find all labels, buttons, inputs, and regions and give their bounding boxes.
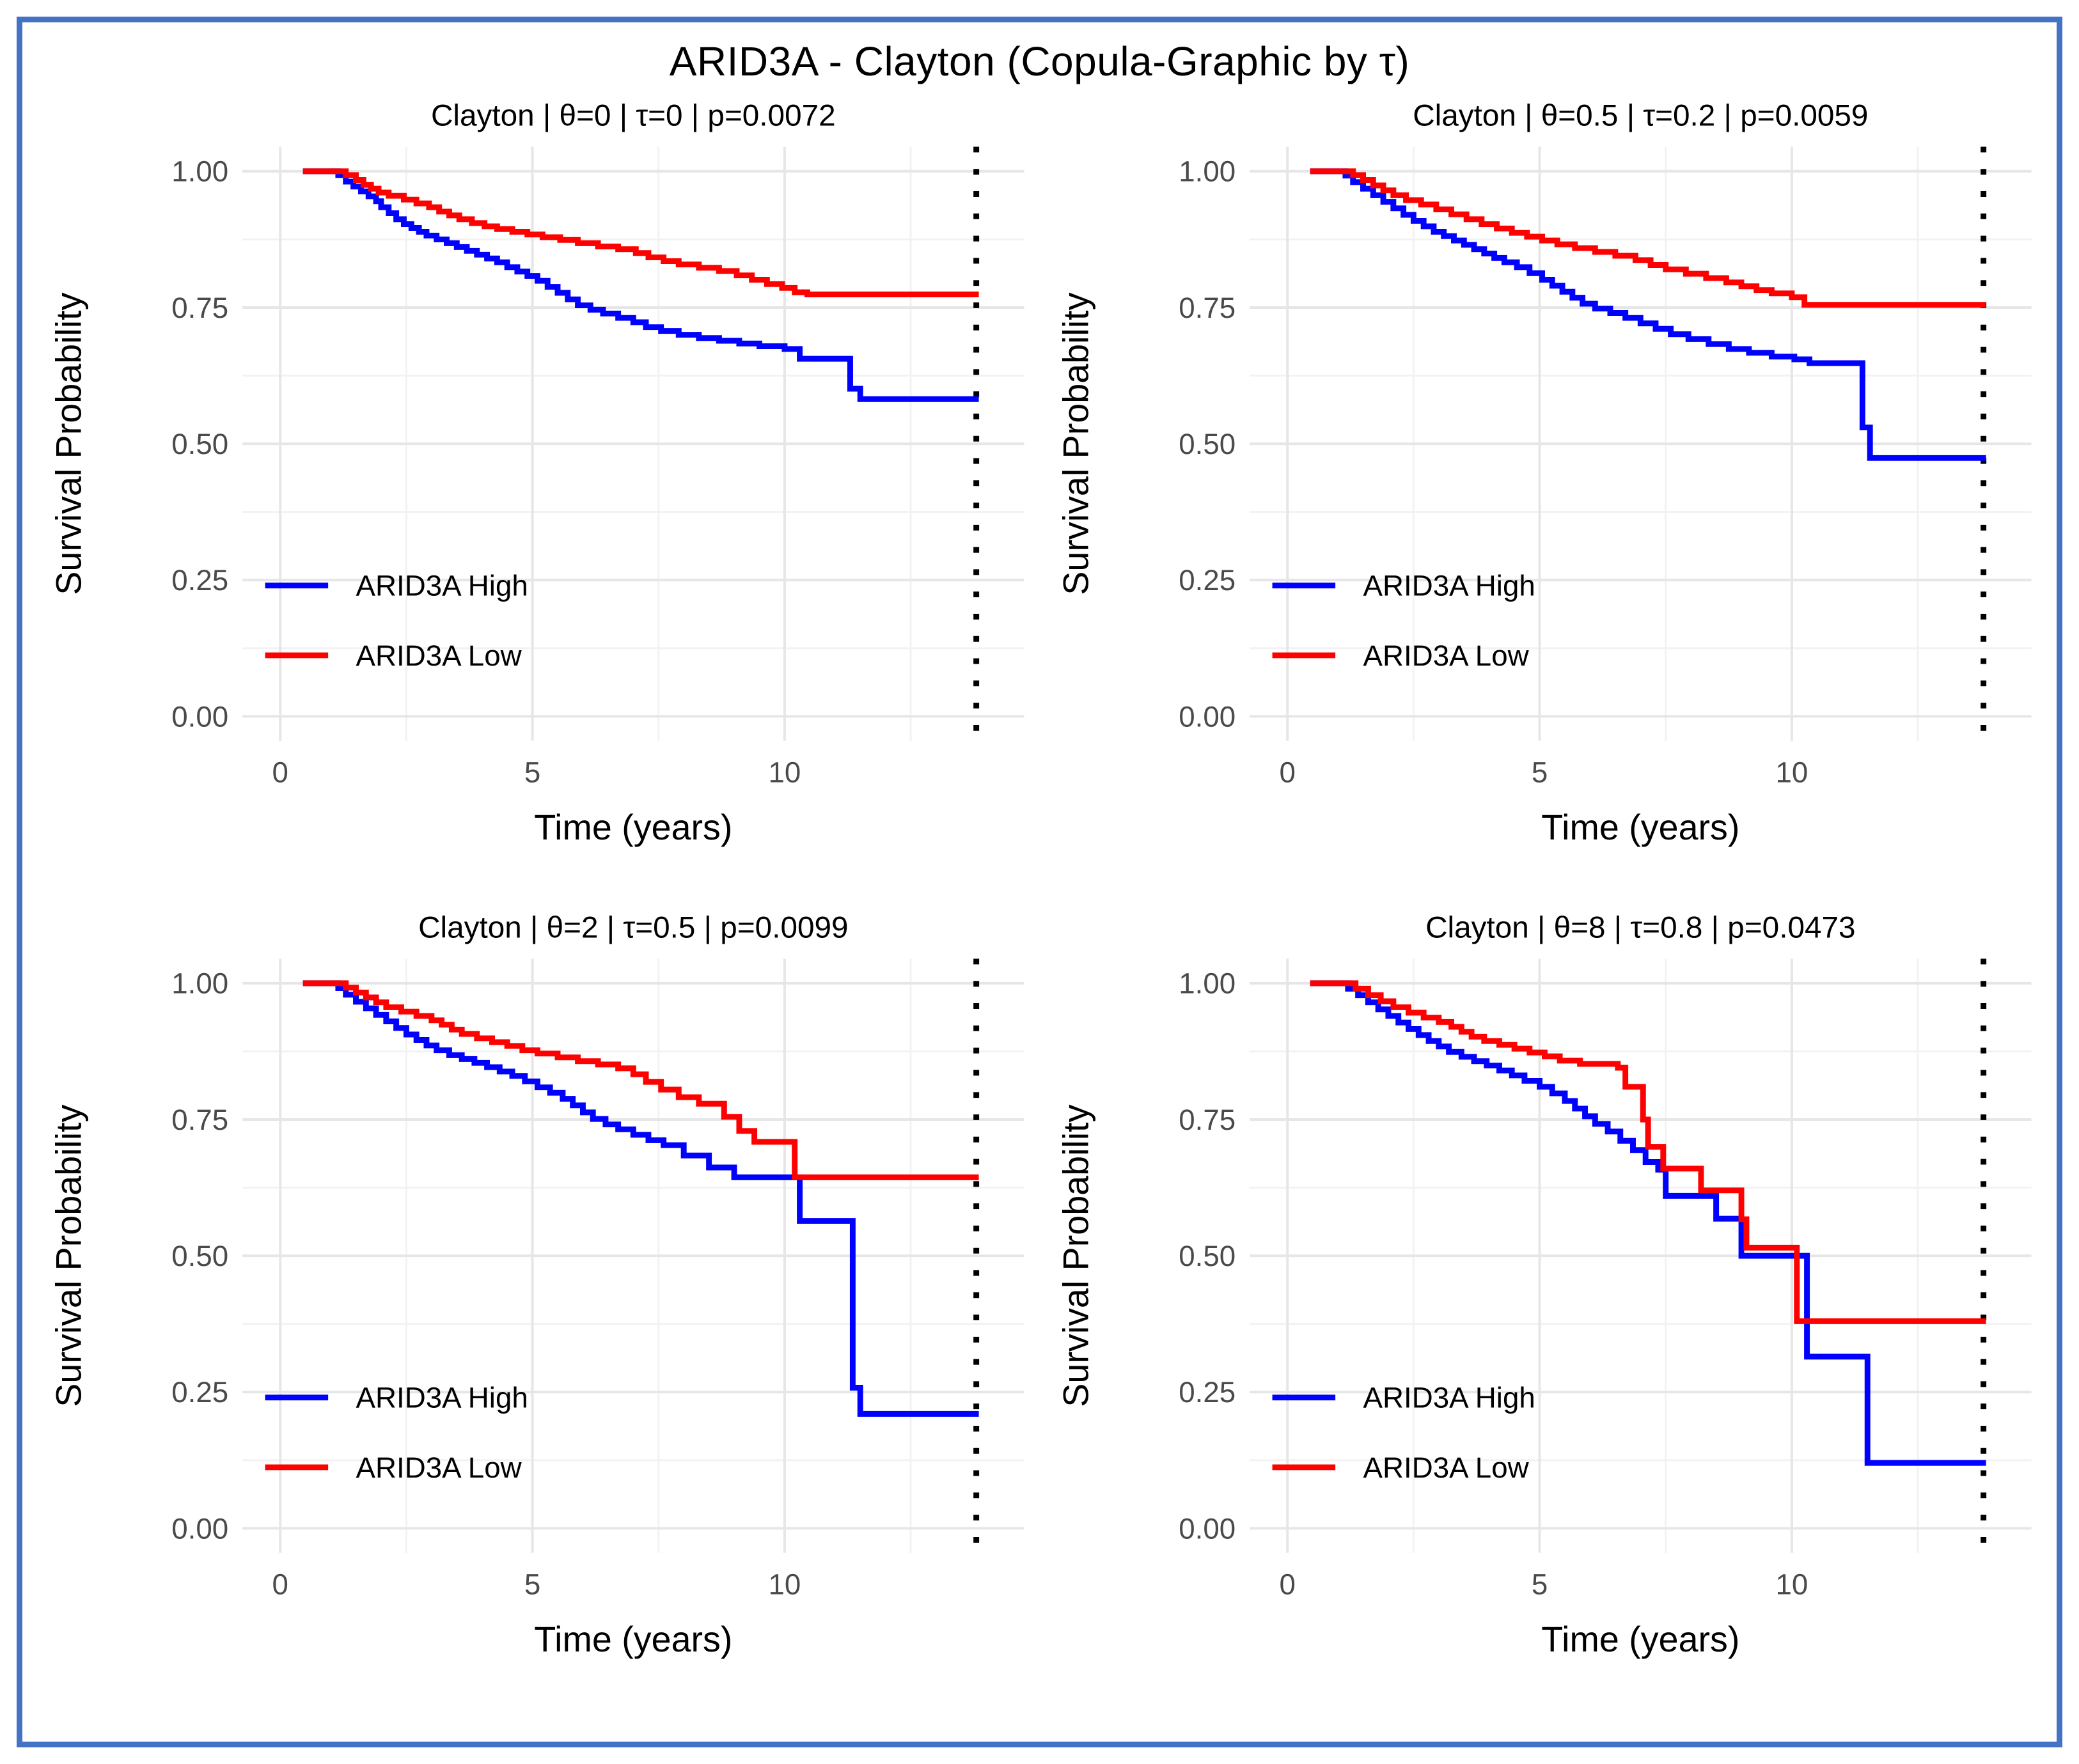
legend-label-low: ARID3A Low [1363,639,1529,672]
y-tick-label: 0.25 [1179,1376,1236,1409]
y-tick-label: 0.75 [1179,1104,1236,1136]
y-tick-label: 0.50 [1179,428,1236,460]
y-axis-title: Survival Probability [1056,292,1095,595]
panel-clayton-theta-8: ARID3A High ARID3A Low Clayton | θ=8 | τ=0… [1056,911,2032,1659]
x-tick-label: 5 [1531,756,1547,788]
x-tick-label: 10 [769,1568,801,1601]
x-tick-label: 10 [1775,1568,1808,1601]
survival-curve-high [1310,168,1986,461]
y-tick-label: 0.75 [1179,292,1236,324]
survival-curve-high [302,980,979,1417]
x-tick-label: 5 [524,1568,540,1601]
y-axis-title: Survival Probability [49,1105,89,1407]
panel-clayton-theta-0: ARID3A High ARID3A Low Clayton | θ=0 | τ=0… [49,99,1024,847]
figure-frame: ARID3A - Clayton (Copula-Graphic by τ) A… [17,17,2062,1747]
y-tick-label: 0.25 [171,564,228,597]
x-tick-label: 0 [1279,756,1295,788]
figure-title: ARID3A - Clayton (Copula-Graphic by τ) [669,38,1410,84]
survival-curve-low [1310,168,1986,308]
survival-curve-high [302,168,979,402]
panel-clayton-theta-0-5: ARID3A High ARID3A Low Clayton | θ=0.5 | τ… [1056,99,2032,847]
y-tick-label: 0.50 [1179,1240,1236,1272]
y-tick-label: 0.00 [1179,1513,1236,1545]
survival-curve-high [1310,980,1986,1466]
y-tick-label: 0.00 [171,700,228,733]
legend-label-low: ARID3A Low [1363,1451,1529,1484]
y-tick-label: 0.25 [171,1376,228,1409]
y-tick-label: 1.00 [1179,967,1236,1000]
panel-subtitle: Clayton | θ=0 | τ=0 | p=0.0072 [431,99,836,133]
x-axis-title: Time (years) [534,1620,732,1659]
panel-subtitle: Clayton | θ=2 | τ=0.5 | p=0.0099 [418,911,848,945]
legend-label-low: ARID3A Low [356,1451,522,1484]
legend-label-low: ARID3A Low [356,639,522,672]
survival-curve-low [302,980,979,1181]
x-tick-label: 10 [1775,756,1808,788]
y-axis-title: Survival Probability [49,292,89,595]
x-tick-label: 5 [1531,1568,1547,1601]
x-tick-label: 10 [769,756,801,788]
y-tick-label: 1.00 [171,155,228,188]
survival-curve-low [302,168,979,298]
y-tick-label: 1.00 [1179,155,1236,188]
panel-subtitle: Clayton | θ=8 | τ=0.8 | p=0.0473 [1425,911,1855,945]
y-tick-label: 0.25 [1179,564,1236,597]
x-tick-label: 5 [524,756,540,788]
x-axis-title: Time (years) [1541,1620,1739,1659]
x-axis-title: Time (years) [1541,808,1739,847]
x-tick-label: 0 [272,1568,288,1601]
legend-label-high: ARID3A High [356,1382,528,1414]
panel-grid: ARID3A High ARID3A Low Clayton | θ=0 | τ=0… [40,93,2039,1713]
y-tick-label: 0.50 [171,428,228,460]
y-tick-label: 0.75 [171,292,228,324]
legend-label-high: ARID3A High [1363,1382,1535,1414]
legend-label-high: ARID3A High [356,570,528,602]
y-tick-label: 0.00 [1179,700,1236,733]
survival-curve-low [1310,980,1986,1325]
y-tick-label: 0.00 [171,1513,228,1545]
y-axis-title: Survival Probability [1056,1105,1095,1407]
y-tick-label: 1.00 [171,967,228,1000]
y-tick-label: 0.75 [171,1104,228,1136]
legend-label-high: ARID3A High [1363,570,1535,602]
y-tick-label: 0.50 [171,1240,228,1272]
x-tick-label: 0 [1279,1568,1295,1601]
panel-subtitle: Clayton | θ=0.5 | τ=0.2 | p=0.0059 [1413,99,1868,133]
x-axis-title: Time (years) [534,808,732,847]
panel-clayton-theta-2: ARID3A High ARID3A Low Clayton | θ=2 | τ=0… [49,911,1024,1659]
x-tick-label: 0 [272,756,288,788]
